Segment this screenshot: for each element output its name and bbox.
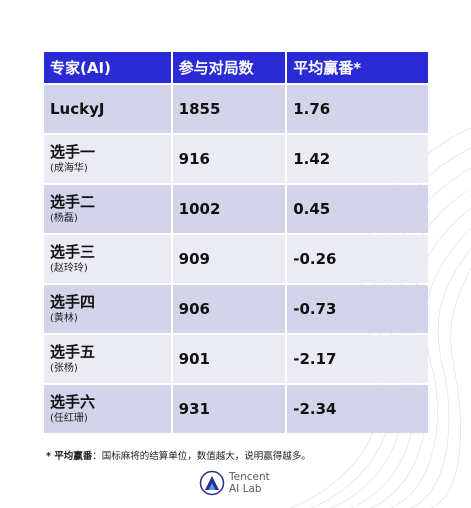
footnote-text: ：国标麻将的结算单位，数值越大，说明赢得越多。 [92, 451, 311, 462]
games-cell: 931 [172, 385, 286, 433]
player-cell: 选手一 (成海华) [44, 135, 171, 183]
player-name: 选手三 [50, 243, 96, 261]
games-cell: 909 [172, 235, 286, 283]
brand-line-1: Tencent [229, 471, 270, 483]
avg-win-cell: 1.42 [287, 135, 428, 183]
avg-win-cell: -0.73 [287, 285, 428, 333]
player-real-name: (杨磊) [50, 213, 78, 224]
player-name: 选手五 [50, 343, 96, 361]
table-row: 选手二 (杨磊) 1002 0.45 [44, 185, 428, 233]
player-real-name: (黄林) [50, 313, 78, 324]
table-row: 选手四 (黄林) 906 -0.73 [44, 285, 428, 333]
footnote-term: * 平均赢番 [46, 451, 93, 462]
player-cell: 选手六 (任红珊) [44, 385, 171, 433]
tencent-ai-lab-logo: Tencent AI Lab [199, 470, 270, 496]
games-cell: 1855 [172, 85, 286, 133]
player-name: 选手二 [50, 193, 96, 211]
player-cell: LuckyJ [44, 85, 171, 133]
player-cell: 选手三 (赵玲玲) [44, 235, 171, 283]
avg-win-cell: -0.26 [287, 235, 428, 283]
avg-win-cell: -2.34 [287, 385, 428, 433]
player-cell: 选手五 (张杨) [44, 335, 171, 383]
player-name: 选手四 [50, 293, 96, 311]
player-name: 选手一 [50, 143, 96, 161]
header-games: 参与对局数 [172, 52, 286, 83]
games-cell: 906 [172, 285, 286, 333]
table-row: 选手六 (任红珊) 931 -2.34 [44, 385, 428, 433]
table-row: 选手三 (赵玲玲) 909 -0.26 [44, 235, 428, 283]
player-name: 选手六 [50, 393, 96, 411]
avg-win-cell: 1.76 [287, 85, 428, 133]
avg-win-cell: 0.45 [287, 185, 428, 233]
table-header-row: 专家(AI) 参与对局数 平均赢番* [44, 52, 428, 83]
footnote: * 平均赢番：国标麻将的结算单位，数值越大，说明赢得越多。 [46, 448, 311, 462]
player-real-name: (张杨) [50, 363, 78, 374]
table-row: LuckyJ 1855 1.76 [44, 85, 428, 133]
header-expert: 专家(AI) [44, 52, 171, 83]
player-real-name: (赵玲玲) [50, 263, 88, 274]
player-cell: 选手四 (黄林) [44, 285, 171, 333]
results-table: 专家(AI) 参与对局数 平均赢番* LuckyJ 1855 1.76 选手一 … [42, 50, 430, 435]
games-cell: 901 [172, 335, 286, 383]
table-row: 选手一 (成海华) 916 1.42 [44, 135, 428, 183]
games-cell: 916 [172, 135, 286, 183]
avg-win-cell: -2.17 [287, 335, 428, 383]
brand-text: Tencent AI Lab [229, 471, 270, 495]
tencent-ai-lab-logo-icon [199, 470, 225, 496]
header-avg-win: 平均赢番* [287, 52, 428, 83]
player-real-name: (任红珊) [50, 413, 88, 424]
player-name: LuckyJ [50, 99, 105, 118]
table-row: 选手五 (张杨) 901 -2.17 [44, 335, 428, 383]
games-cell: 1002 [172, 185, 286, 233]
player-cell: 选手二 (杨磊) [44, 185, 171, 233]
brand-line-2: AI Lab [229, 483, 262, 495]
player-real-name: (成海华) [50, 163, 88, 174]
